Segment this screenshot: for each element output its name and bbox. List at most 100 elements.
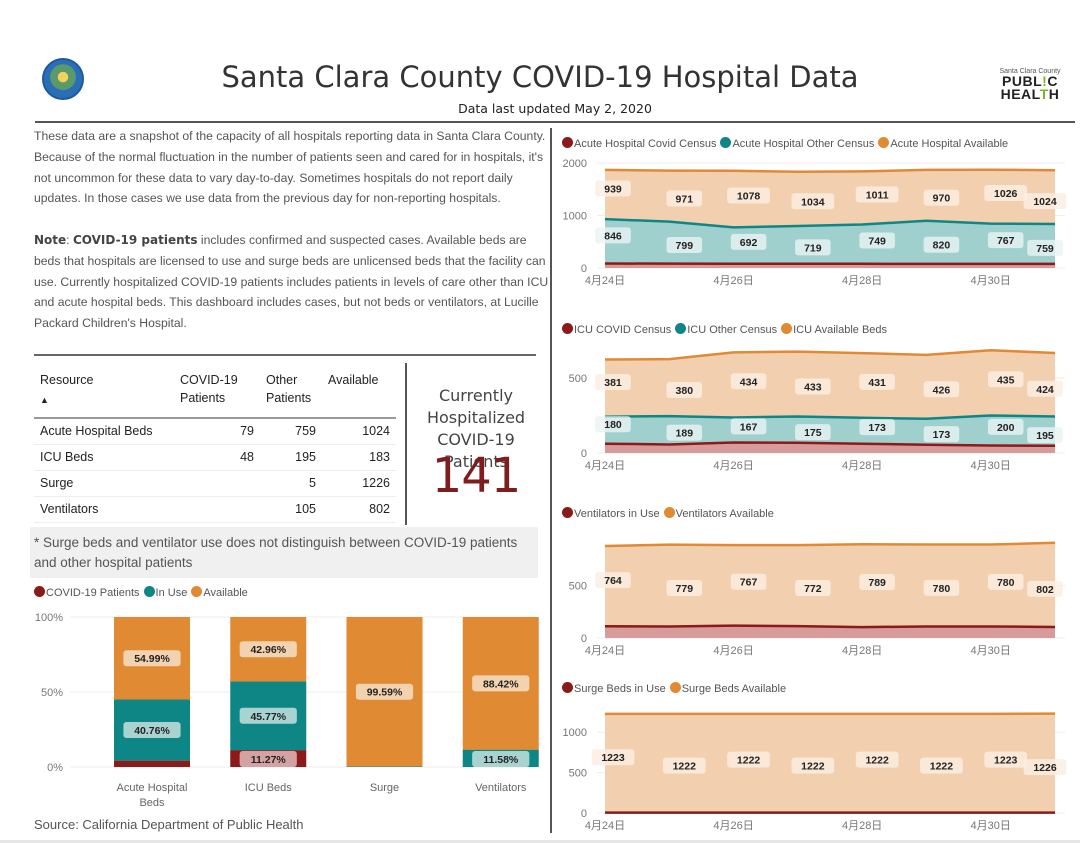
area-data-label: 1024 — [1033, 196, 1057, 208]
area-data-label-bg — [591, 749, 635, 766]
acute-hospital-area-chart: 0 1000 2000 846 799 692 719 749 820 767 759 939 971 1… — [563, 158, 1067, 287]
area-data-label-bg — [987, 371, 1024, 388]
legend-dot-icon — [720, 137, 732, 148]
x-tick-label: 4月30日 — [971, 275, 1011, 287]
area-data-label: 435 — [997, 374, 1015, 386]
area-data-label-bg — [859, 574, 895, 591]
logo-text-t: T — [1039, 86, 1049, 102]
cell-covid: 79 — [174, 418, 260, 445]
cell-resource: ICU Beds — [34, 444, 174, 471]
legend-item[interactable]: ICU COVID Census — [562, 323, 672, 336]
intro-divider — [34, 354, 536, 356]
legend-item[interactable]: Surge Beds Available — [669, 682, 786, 695]
table-row[interactable]: Acute Hospital Beds 79 759 1024 — [34, 418, 396, 445]
table-row[interactable]: ICU Beds 48 195 183 — [34, 444, 396, 471]
logo-county-text: Santa Clara County — [999, 68, 1061, 75]
legend-item[interactable]: Ventilators Available — [663, 507, 774, 520]
y-tick-label: 2000 — [563, 158, 587, 170]
footnote-box: * Surge beds and ventilator use does not… — [30, 527, 538, 578]
area-data-label: 767 — [740, 577, 758, 589]
cell-available: 1024 — [322, 418, 396, 445]
area-data-label-bg — [987, 232, 1024, 249]
area-data-label: 780 — [997, 577, 1015, 589]
intro-paragraph: These data are a snapshot of the capacit… — [34, 129, 546, 206]
column-header-available[interactable]: Available — [322, 366, 396, 419]
x-tick-label: 4月26日 — [713, 645, 753, 657]
x-tick-label: ICU Beds — [245, 782, 293, 794]
legend-label: Acute Hospital Other Census — [732, 138, 875, 150]
x-tick-label: 4月24日 — [585, 275, 625, 287]
column-header-other[interactable]: Other Patients — [260, 366, 322, 419]
cell-other: 759 — [260, 418, 322, 445]
legend-item[interactable]: Acute Hospital Covid Census — [562, 137, 716, 150]
area-data-label-bg — [987, 573, 1024, 590]
area-data-label: 1222 — [865, 755, 889, 767]
area-data-label-bg — [730, 573, 767, 590]
area-data-label-bg — [923, 381, 960, 398]
legend-item[interactable]: In Use — [143, 586, 188, 599]
public-health-logo: Santa Clara County PUBL!C HEALTH — [998, 68, 1062, 101]
note-body: includes confirmed and suspected cases. … — [34, 232, 549, 331]
sort-ascending-icon[interactable]: ▲ — [40, 395, 49, 405]
area-data-label: 426 — [933, 384, 951, 396]
x-tick-label: 4月24日 — [585, 820, 625, 832]
legend-item[interactable]: Acute Hospital Other Census — [720, 137, 875, 150]
column-header-covid[interactable]: COVID-19 Patients — [174, 366, 260, 419]
surge-chart-legend: Surge Beds in Use Surge Beds Available — [562, 682, 790, 695]
legend-dot-icon — [675, 323, 687, 334]
area-data-label: 692 — [740, 237, 758, 249]
legend-label: In Use — [155, 587, 188, 599]
legend-label: ICU Other Census — [687, 324, 778, 336]
note-label: Note — [34, 232, 67, 247]
area-data-label: 434 — [740, 376, 758, 388]
bar-data-label-bg — [472, 675, 530, 692]
legend-item[interactable]: Ventilators in Use — [562, 507, 660, 520]
area-data-label: 764 — [604, 575, 622, 587]
intro-text: These data are a snapshot of the capacit… — [34, 126, 554, 355]
x-tick-label: 4月28日 — [842, 460, 882, 472]
cell-resource: Acute Hospital Beds — [34, 418, 174, 445]
legend-dot-icon — [781, 323, 793, 334]
legend-item[interactable]: Surge Beds in Use — [562, 682, 666, 695]
area-data-label: 719 — [804, 242, 822, 254]
legend-item[interactable]: ICU Other Census — [675, 323, 778, 336]
bar-data-label-bg — [239, 707, 297, 724]
table-header-row: Resource ▲ COVID-19 Patients Other Patien… — [34, 366, 396, 419]
legend-label: ICU COVID Census — [574, 324, 672, 336]
legend-label: COVID-19 Patients — [46, 587, 140, 599]
area-data-label-bg — [595, 374, 631, 391]
legend-item[interactable]: Acute Hospital Available — [878, 137, 1008, 150]
table-row[interactable]: Ventilators 105 802 — [34, 496, 396, 523]
acute-chart-legend: Acute Hospital Covid Census Acute Hospita… — [562, 137, 1012, 150]
x-tick-label: Surge — [370, 782, 399, 794]
kpi-value: 141 — [431, 448, 522, 504]
legend-item[interactable]: ICU Available Beds — [781, 323, 887, 336]
table-divider — [405, 363, 407, 525]
area-data-label-bg — [984, 185, 1028, 202]
logo-text-h: H — [1048, 86, 1060, 102]
y-tick-label: 0 — [581, 633, 587, 645]
legend-item[interactable]: Available — [191, 586, 248, 599]
area-data-label: 173 — [933, 429, 951, 441]
bar-data-label: 11.58% — [483, 754, 519, 766]
y-tick-label: 1000 — [563, 211, 587, 223]
cell-covid — [174, 496, 260, 523]
cell-available: 183 — [322, 444, 396, 471]
bar-segment — [346, 766, 423, 767]
series-line — [604, 414, 1056, 421]
area-data-label: 1222 — [930, 761, 954, 773]
legend-item[interactable]: COVID-19 Patients — [34, 586, 140, 599]
bar-data-label-bg — [472, 751, 530, 767]
area-data-label-bg — [795, 378, 831, 395]
area-data-label: 1223 — [994, 755, 1018, 767]
page-title: Santa Clara County COVID-19 Hospital Dat… — [221, 60, 859, 94]
table-row[interactable]: Surge 5 1226 — [34, 470, 396, 497]
area-data-label: 173 — [868, 422, 886, 434]
area-data-label: 167 — [740, 421, 758, 433]
last-updated-text: Data last updated May 2, 2020 — [458, 101, 652, 116]
x-tick-label: Beds — [139, 797, 165, 809]
column-header-resource[interactable]: Resource ▲ — [34, 366, 174, 419]
icu-chart-legend: ICU COVID Census ICU Other Census ICU Avai… — [562, 323, 891, 336]
area-data-label-bg — [987, 418, 1024, 435]
bar-data-label-bg — [239, 641, 297, 658]
